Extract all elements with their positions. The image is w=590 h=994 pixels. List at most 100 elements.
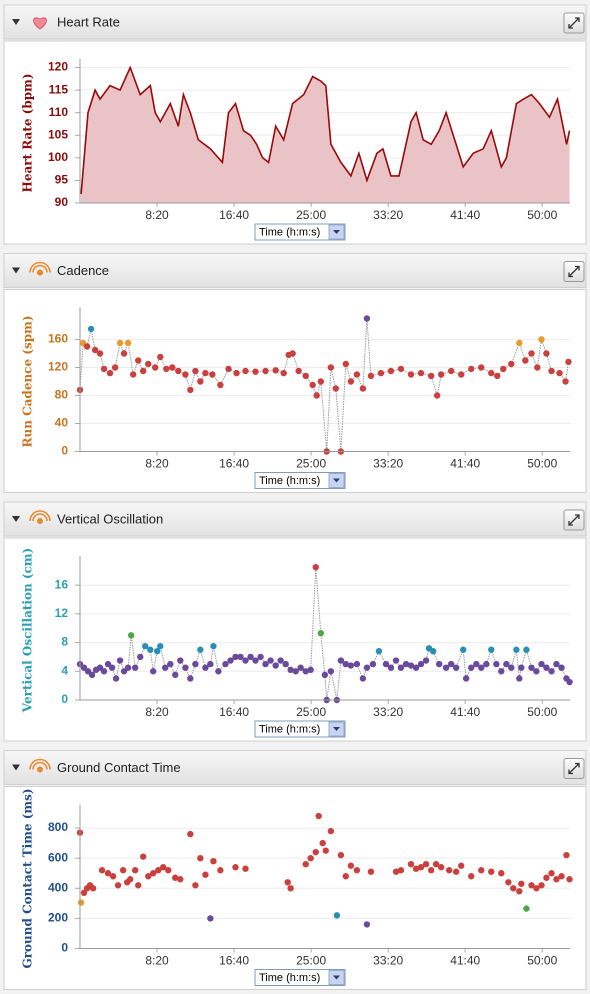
point: [137, 653, 144, 661]
point: [494, 372, 501, 380]
collapse-toggle[interactable]: [12, 267, 20, 274]
point: [262, 660, 269, 668]
point: [100, 365, 108, 373]
point: [422, 860, 430, 868]
y-tick-label: 110: [49, 105, 69, 119]
point: [165, 867, 172, 874]
collapse-toggle[interactable]: [12, 516, 20, 522]
point: [177, 876, 184, 883]
point: [302, 668, 309, 675]
point: [363, 664, 371, 671]
point: [363, 315, 371, 322]
point: [233, 369, 240, 377]
point: [435, 660, 443, 668]
y-tick-label: 16: [55, 577, 69, 591]
point: [131, 664, 139, 671]
y-axis-label: Run Cadence (spm): [21, 316, 35, 448]
x-axis-selector-label: Time (h:m:s): [259, 475, 320, 487]
panel: Cadence 0 40 80 120 160 8:20 16:40 25:00 33:20 41:…: [3, 253, 587, 493]
point: [353, 867, 361, 874]
x-axis-selector[interactable]: [254, 223, 346, 241]
point: [558, 664, 565, 671]
point: [427, 372, 435, 380]
point: [295, 367, 302, 375]
x-tick-label: 50:00: [527, 705, 557, 719]
x-tick-label: 25:00: [296, 954, 326, 968]
point: [284, 879, 291, 886]
y-tick-label: 200: [48, 911, 68, 925]
point: [289, 350, 296, 357]
y-tick-label: 100: [48, 150, 68, 164]
point: [147, 646, 154, 653]
point: [452, 664, 460, 671]
point: [437, 371, 445, 378]
point: [342, 660, 350, 668]
x-axis-selector[interactable]: [254, 969, 346, 986]
point: [209, 371, 216, 378]
collapse-toggle[interactable]: [12, 19, 20, 25]
point: [417, 369, 425, 377]
point: [111, 364, 119, 371]
point: [498, 668, 505, 675]
point: [262, 367, 269, 375]
point: [91, 346, 99, 354]
point: [363, 921, 371, 928]
y-tick-label: 80: [55, 388, 69, 402]
panel-title: Vertical Oscillation: [57, 511, 163, 526]
point: [160, 864, 167, 871]
sensor-icon: [29, 261, 51, 273]
point: [458, 862, 465, 869]
point: [543, 874, 550, 881]
point: [407, 860, 415, 868]
point: [217, 381, 224, 389]
point: [392, 657, 400, 664]
point: [87, 325, 95, 333]
expand-icon: [568, 762, 580, 775]
x-axis-selector[interactable]: [254, 720, 346, 738]
point: [197, 646, 204, 653]
point: [433, 392, 441, 399]
collapse-toggle[interactable]: [12, 764, 20, 771]
point: [528, 664, 535, 671]
point: [333, 912, 341, 919]
x-axis-selector[interactable]: [254, 472, 346, 489]
point: [407, 371, 415, 378]
point: [468, 664, 475, 671]
point: [315, 812, 322, 820]
point: [272, 662, 279, 669]
y-tick-label: 8: [61, 635, 68, 649]
y-tick-label: 0: [61, 941, 68, 955]
y-axis-label: Heart Rate (bpm): [21, 73, 35, 192]
point: [237, 653, 244, 661]
point: [327, 827, 335, 835]
point: [543, 350, 550, 357]
sensor-icon: [29, 510, 51, 522]
point: [149, 870, 157, 877]
x-tick-label: 33:20: [373, 705, 403, 719]
point: [139, 853, 147, 860]
point: [129, 371, 137, 378]
point: [553, 660, 560, 668]
point: [478, 867, 485, 874]
point: [353, 371, 361, 378]
point: [207, 660, 214, 668]
point: [127, 876, 134, 883]
point: [155, 867, 162, 874]
point: [272, 367, 279, 374]
point: [182, 664, 189, 671]
point: [543, 664, 550, 671]
panel: Heart Rate 90 95 100 105 110 115 120 8:20 16:40 25…: [3, 4, 587, 245]
point: [342, 360, 350, 368]
point: [534, 364, 541, 371]
point: [442, 664, 450, 671]
point: [367, 372, 375, 380]
point: [187, 830, 194, 838]
point: [202, 369, 209, 377]
point: [135, 882, 142, 889]
point: [533, 668, 540, 675]
expand-icon: [568, 514, 580, 526]
point: [282, 660, 289, 668]
x-tick-label: 16:40: [219, 208, 249, 222]
point: [337, 657, 345, 664]
